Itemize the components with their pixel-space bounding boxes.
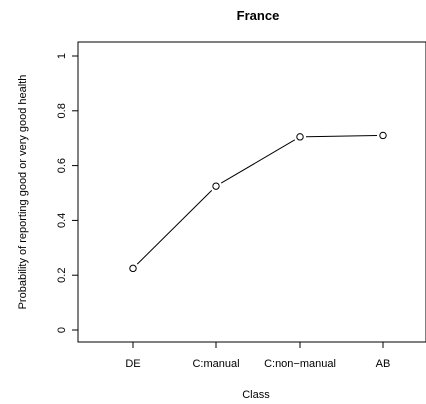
- x-tick-label: C:manual: [192, 358, 239, 370]
- line-segment: [305, 135, 378, 138]
- y-tick-label: 1: [56, 53, 68, 59]
- data-point: [379, 131, 387, 140]
- y-tick-label: 0: [56, 327, 68, 333]
- data-point: [296, 133, 304, 141]
- y-axis: 0 0.2 0.4 0.6 0.8 1: [56, 53, 78, 333]
- y-tick-label: 0.4: [56, 213, 68, 228]
- y-tick-label: 0.6: [56, 158, 68, 173]
- x-tick-label: C:non−manual: [264, 358, 336, 370]
- y-tick-label: 0.2: [56, 268, 68, 283]
- line-segment: [220, 139, 296, 184]
- data-point: [212, 182, 220, 190]
- x-tick-label: AB: [376, 358, 391, 370]
- series-line: [129, 131, 387, 273]
- chart-title: France: [237, 8, 280, 23]
- line-segment: [136, 190, 213, 265]
- y-axis-label: Probability of reporting good or very go…: [17, 75, 29, 310]
- plot-frame: [77, 41, 426, 343]
- x-axis-label: Class: [242, 389, 270, 401]
- y-tick-label: 0.8: [56, 103, 68, 118]
- x-tick-label: DE: [125, 358, 140, 370]
- x-axis: DE C:manual C:non−manual AB: [125, 342, 390, 370]
- data-point: [129, 264, 137, 273]
